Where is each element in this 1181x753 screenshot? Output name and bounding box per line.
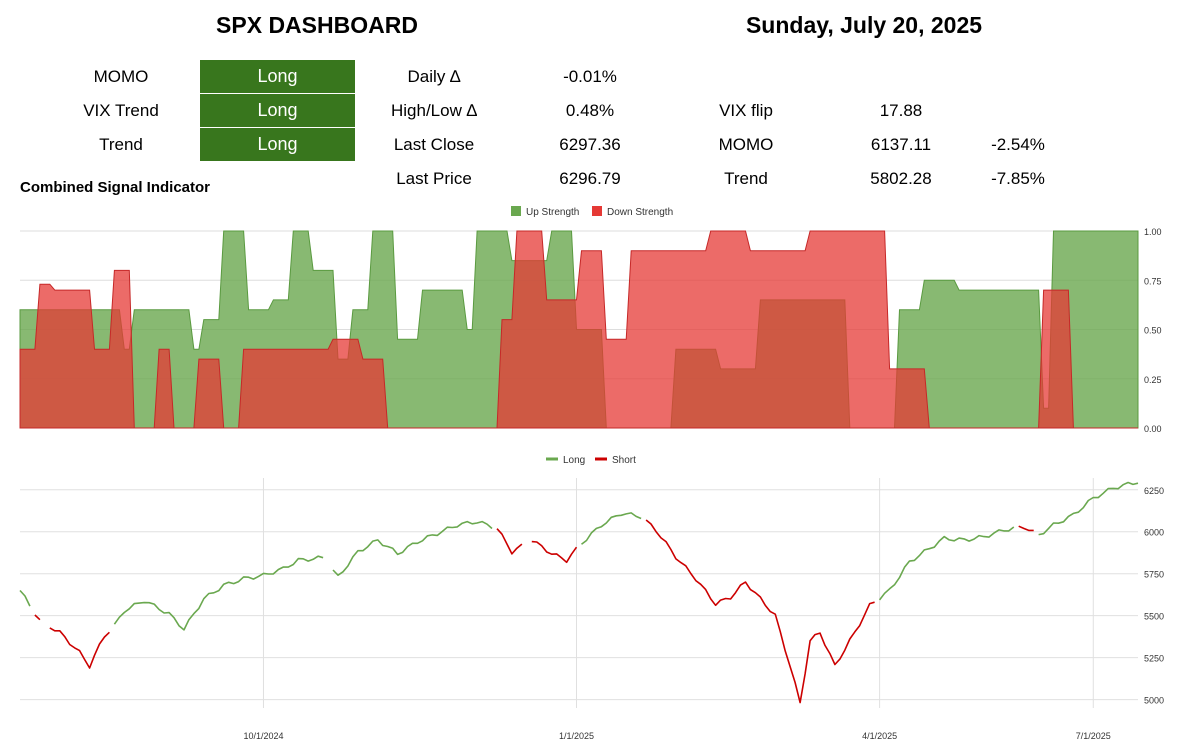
trend-level-value: 5802.28: [870, 169, 932, 188]
trend-level-pct: -7.85%: [991, 169, 1045, 188]
momo-signal-label: MOMO: [93, 67, 149, 86]
short-series-line: [34, 519, 1034, 704]
trend-signal-label: Trend: [99, 135, 143, 154]
vix-flip-label: VIX flip: [719, 101, 773, 120]
signal-y-tick: 1.00: [1144, 227, 1162, 237]
signal-y-tick: 0.75: [1144, 276, 1162, 286]
last-price-value: 6296.79: [559, 169, 621, 188]
price-y-tick: 5250: [1144, 654, 1164, 664]
legend-label-long: Long: [563, 455, 585, 466]
high-low-delta-value: 0.48%: [565, 101, 615, 120]
price-y-tick: 5750: [1144, 570, 1164, 580]
price-legend: Long Short: [546, 455, 636, 466]
momo-level-value: 6137.11: [870, 135, 932, 154]
legend-label-short: Short: [612, 455, 636, 466]
dashboard-title: SPX DASHBOARD: [216, 12, 418, 38]
price-x-tick: 1/1/2025: [559, 731, 594, 741]
signal-y-tick: 0.00: [1144, 424, 1162, 434]
momo-level-pct: -2.54%: [991, 135, 1045, 154]
signal-y-tick: 0.50: [1144, 326, 1162, 336]
combined-signal-title: Combined Signal Indicator: [20, 179, 211, 196]
price-y-tick: 5000: [1144, 696, 1164, 706]
price-x-tick: 4/1/2025: [862, 731, 897, 741]
daily-delta-label: Daily ∆: [407, 67, 461, 86]
momo-signal-badge: Long: [200, 60, 355, 93]
vix-trend-signal-label: VIX Trend: [83, 101, 159, 120]
last-price-label: Last Price: [396, 169, 472, 188]
high-low-delta-label: High/Low ∆: [391, 101, 477, 120]
momo-level-label: MOMO: [718, 135, 774, 154]
price-y-tick: 5500: [1144, 612, 1164, 622]
vix-trend-signal-badge: Long: [200, 94, 355, 127]
price-x-tick: 7/1/2025: [1076, 731, 1111, 741]
dashboard-date: Sunday, July 20, 2025: [745, 12, 983, 38]
legend-label-up: Up Strength: [526, 207, 579, 218]
legend-swatch-up: [511, 206, 521, 216]
spx-price-chart: Long Short 5000 5250 5500 5750 6000 6250 10/1/…: [19, 455, 1164, 741]
signal-legend: Up Strength Down Strength: [511, 206, 673, 218]
trend-level-label: Trend: [724, 169, 768, 188]
signal-y-tick: 0.25: [1144, 375, 1162, 385]
price-y-tick: 6250: [1144, 486, 1164, 496]
long-series-line: [19, 481, 1139, 631]
last-close-value: 6297.36: [559, 135, 621, 154]
last-close-label: Last Close: [393, 135, 475, 154]
daily-delta-value: -0.01%: [563, 67, 617, 86]
vix-flip-value: 17.88: [879, 101, 923, 120]
legend-swatch-down: [592, 206, 602, 216]
combined-signal-chart: Up Strength Down Strength 0.00 0.25 0.50 0.…: [19, 206, 1162, 434]
price-x-tick: 10/1/2024: [243, 731, 283, 741]
legend-label-down: Down Strength: [607, 207, 673, 218]
price-y-tick: 6000: [1144, 528, 1164, 538]
down-strength-area: [19, 230, 1138, 429]
trend-signal-badge: Long: [200, 128, 355, 161]
